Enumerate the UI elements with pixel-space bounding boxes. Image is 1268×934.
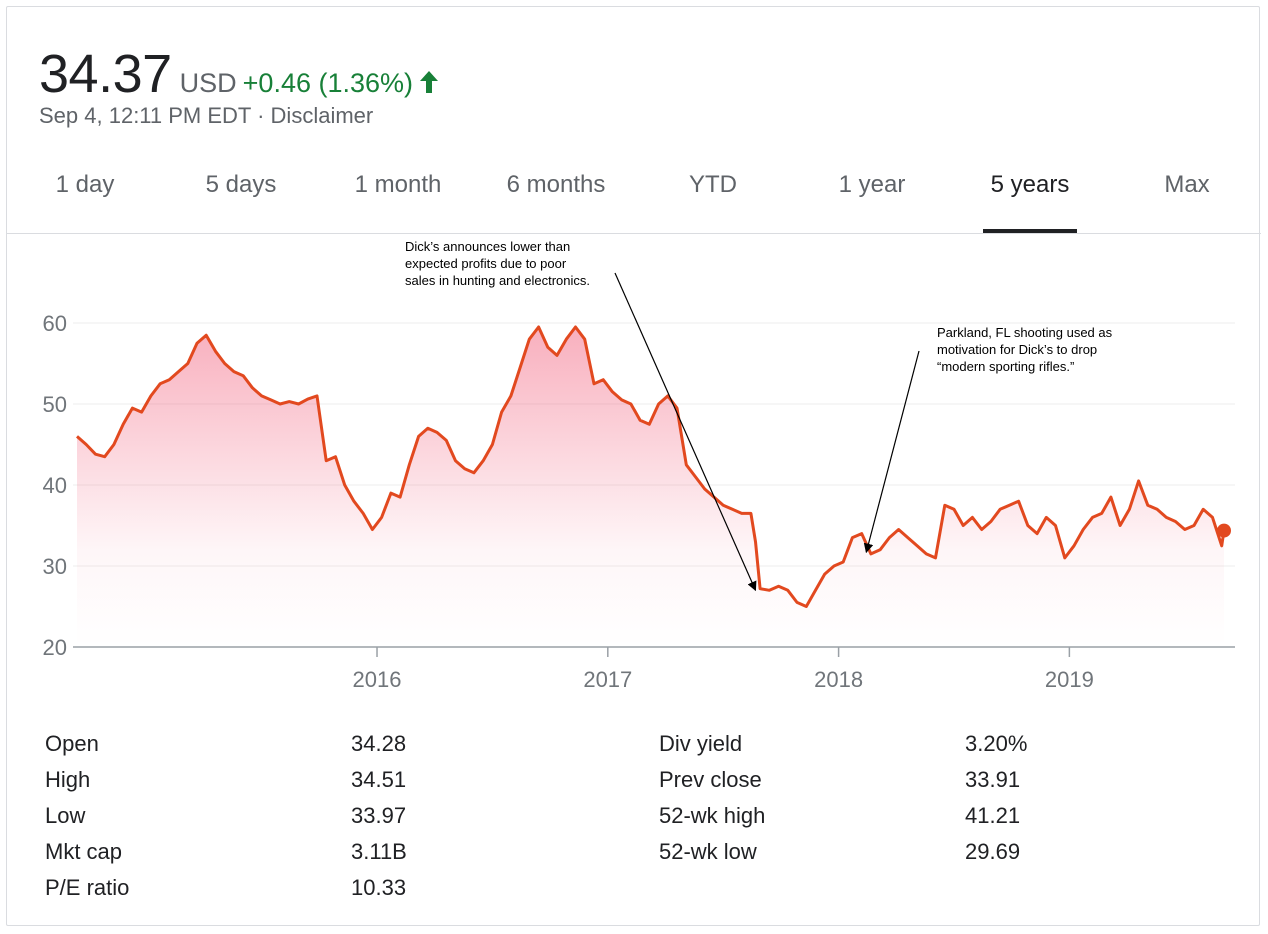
- x-tick-label: 2016: [353, 667, 402, 692]
- tab-5-years[interactable]: 5 years: [990, 171, 1070, 198]
- tab-1-month[interactable]: 1 month: [354, 171, 442, 198]
- annotation-text: sales in hunting and electronics.: [405, 273, 590, 288]
- annotation-text: expected profits due to poor: [405, 256, 567, 271]
- quote-header: 34.37 USD +0.46 (1.36%): [39, 43, 439, 105]
- y-tick-label: 30: [43, 554, 67, 579]
- stat-value: 41.21: [965, 803, 1021, 828]
- stock-quote-card: 34.37 USD +0.46 (1.36%) Sep 4, 12:11 PM ED…: [6, 6, 1261, 926]
- stat-value: 34.28: [351, 731, 407, 756]
- quote-subline: Sep 4, 12:11 PM EDT · Disclaimer: [39, 103, 373, 129]
- range-tabs: 1 day 5 days 1 month 6 months YTD 1 year…: [7, 157, 1261, 234]
- stat-label: Prev close: [659, 767, 762, 792]
- y-tick-label: 40: [43, 473, 67, 498]
- tab-ytd[interactable]: YTD: [689, 171, 737, 198]
- x-tick-label: 2018: [814, 667, 863, 692]
- stat-value: 34.51: [351, 767, 407, 792]
- separator-dot: ·: [257, 103, 265, 128]
- tab-max[interactable]: Max: [1164, 171, 1210, 198]
- stat-value: 29.69: [965, 839, 1021, 864]
- stat-label: Mkt cap: [45, 839, 123, 864]
- tab-6-months[interactable]: 6 months: [506, 171, 606, 198]
- stat-label: 52-wk low: [659, 839, 757, 864]
- annotation-text: Parkland, FL shooting used as: [937, 325, 1113, 340]
- y-tick-label: 50: [43, 392, 67, 417]
- current-price: 34.37: [39, 44, 172, 104]
- annotation-text: “modern sporting rifles.”: [937, 359, 1074, 374]
- stat-label: Low: [45, 803, 86, 828]
- stat-value: 3.11B: [351, 839, 407, 864]
- tab-5-days[interactable]: 5 days: [205, 171, 277, 198]
- quote-timestamp: Sep 4, 12:11 PM EDT: [39, 103, 251, 128]
- stat-label: 52-wk high: [659, 803, 766, 828]
- stat-value: 10.33: [351, 875, 407, 900]
- price-change: +0.46 (1.36%): [242, 68, 414, 98]
- arrow-up-icon: [420, 71, 439, 93]
- annotation-arrow: [614, 272, 757, 592]
- annotation-arrow: [863, 350, 920, 554]
- price-chart: 60 50 40 30 20 2016 2017 2018 2019 Dick’s announc…: [43, 239, 1235, 692]
- stat-label: Open: [45, 731, 99, 756]
- x-tick-label: 2017: [583, 667, 632, 692]
- stat-label: P/E ratio: [45, 875, 130, 900]
- stat-value: 33.91: [965, 767, 1021, 792]
- disclaimer-link[interactable]: Disclaimer: [270, 103, 374, 128]
- active-tab-indicator: [983, 229, 1077, 233]
- annotation-text: motivation for Dick’s to drop: [937, 342, 1097, 357]
- stat-label: High: [45, 767, 91, 792]
- x-tick-label: 2019: [1045, 667, 1094, 692]
- stat-label: Div yield: [659, 731, 743, 756]
- series-area: [77, 327, 1224, 647]
- y-tick-label: 20: [43, 635, 67, 660]
- tab-1-day[interactable]: 1 day: [55, 171, 115, 198]
- currency-code: USD: [179, 68, 237, 98]
- annotation-text: Dick’s announces lower than: [405, 239, 570, 254]
- stat-value: 3.20%: [965, 731, 1028, 756]
- stat-value: 33.97: [351, 803, 407, 828]
- tab-1-year[interactable]: 1 year: [838, 171, 906, 198]
- y-tick-label: 60: [43, 311, 67, 336]
- current-price-dot: [1217, 523, 1231, 538]
- series-line: [76, 325, 1226, 608]
